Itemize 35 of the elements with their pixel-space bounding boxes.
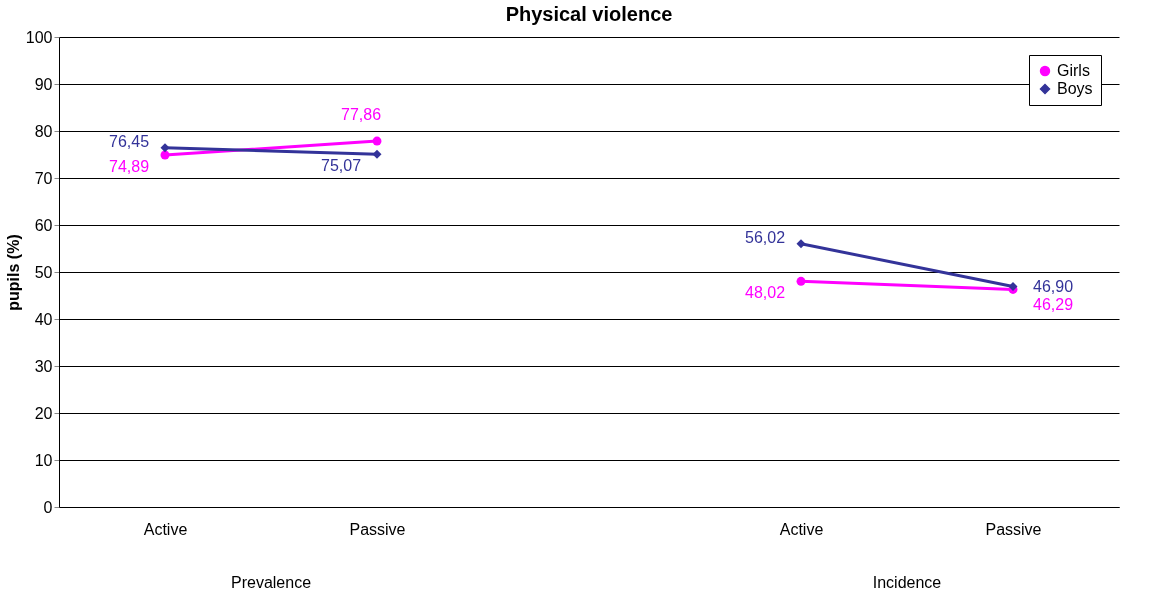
y-tick-label: 30: [34, 357, 53, 375]
text: Incidence: [872, 574, 942, 591]
y-tick-label: 10: [34, 451, 53, 469]
x-tick-label: Active: [779, 520, 824, 538]
y-tick-label: 80: [34, 122, 53, 140]
y-tick-label: 50: [34, 263, 53, 281]
y-tick-label: 0: [43, 498, 53, 516]
point: [372, 136, 382, 146]
x-tick-label: Passive: [349, 520, 406, 538]
legend-label: Girls: [1057, 62, 1090, 79]
data-label: 46,29: [1032, 296, 1074, 314]
y-tick-label: 70: [34, 169, 53, 187]
y-tick-label: 40: [34, 310, 53, 328]
legend-label: Boys: [1057, 80, 1093, 97]
point: [160, 150, 170, 160]
data-label: 74,89: [108, 158, 150, 176]
data-label: 76,45: [108, 132, 150, 150]
point: [160, 143, 170, 153]
text: Prevalence: [230, 574, 312, 591]
point: [796, 239, 806, 249]
data-label: 46,90: [1032, 277, 1074, 295]
y-tick-label: 60: [34, 216, 53, 234]
y-tick-label: 20: [34, 404, 53, 422]
data-label: 48,02: [744, 284, 786, 302]
y-axis-title: pupils (%): [4, 234, 22, 311]
y-tick-label: 90: [34, 75, 53, 93]
x-tick-label: Active: [143, 520, 188, 538]
y-tick-label: 100: [25, 28, 53, 46]
data-label: 75,07: [320, 157, 362, 175]
data-label: 77,86: [340, 106, 382, 124]
point: [796, 276, 806, 286]
x-tick-label: Passive: [985, 520, 1042, 538]
chart-title: Physical violence: [505, 3, 673, 25]
point: [372, 149, 382, 159]
data-label: 56,02: [744, 228, 786, 246]
